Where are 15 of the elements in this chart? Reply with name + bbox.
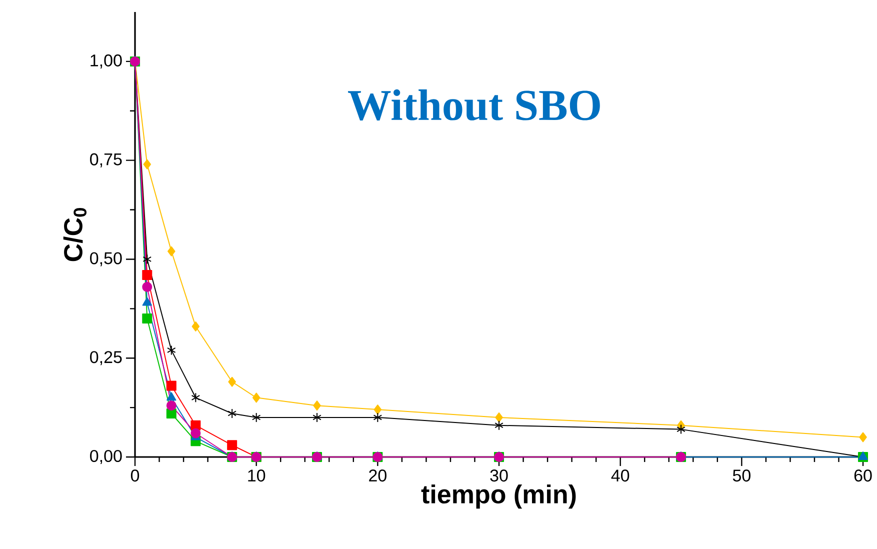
y-tick-label: 0,50 bbox=[90, 252, 122, 266]
x-tick-label: 0 bbox=[130, 470, 140, 482]
text: Without SBO bbox=[348, 89, 600, 121]
x-tick-label: 50 bbox=[732, 470, 750, 482]
y-tick-label: 0,00 bbox=[90, 450, 122, 464]
y-tick-label: 0,25 bbox=[90, 351, 122, 366]
x-tick-label: 10 bbox=[248, 470, 266, 482]
x-tick-label: 60 bbox=[854, 470, 872, 482]
x-tick-label: 30 bbox=[490, 470, 508, 482]
y-tick-label: 0,75 bbox=[90, 153, 122, 168]
x-axis-title: tiempo (min) bbox=[421, 484, 576, 509]
y-axis-title: C/C$_{0}$ bbox=[63, 208, 87, 262]
y-tick-label: 1,00 bbox=[90, 54, 122, 68]
x-tick-label: 40 bbox=[611, 470, 630, 482]
x-tick-label: 20 bbox=[369, 470, 386, 482]
